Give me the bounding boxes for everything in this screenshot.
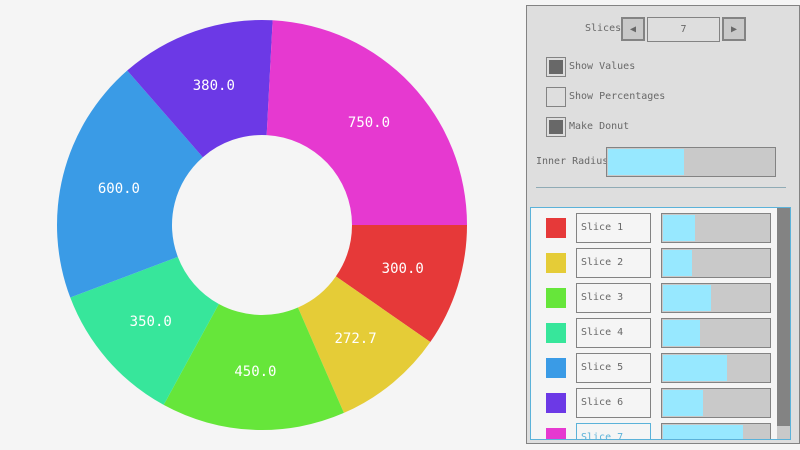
color-swatch[interactable] bbox=[546, 288, 566, 308]
slice-value-slider[interactable] bbox=[661, 283, 771, 313]
slice-name-input[interactable]: Slice 6 bbox=[576, 388, 651, 418]
slice-name-input[interactable]: Slice 2 bbox=[576, 248, 651, 278]
slice-name-input[interactable]: Slice 5 bbox=[576, 353, 651, 383]
slice-value-label: 300.0 bbox=[381, 261, 424, 278]
color-swatch[interactable] bbox=[546, 393, 566, 413]
slice-value-label: 600.0 bbox=[97, 181, 140, 198]
donut-chart bbox=[57, 20, 467, 431]
list-item: Slice 1 bbox=[531, 213, 776, 243]
slice-name-input[interactable]: Slice 3 bbox=[576, 283, 651, 313]
slice-value-label: 380.0 bbox=[192, 77, 235, 94]
slice-1 bbox=[335, 225, 467, 343]
slice-5 bbox=[57, 70, 203, 298]
show-values-label: Show Values bbox=[569, 61, 636, 72]
slice-6 bbox=[127, 20, 273, 158]
show-percentages-label: Show Percentages bbox=[569, 91, 666, 102]
make-donut-checkbox[interactable] bbox=[546, 117, 566, 137]
slice-value-slider[interactable] bbox=[661, 423, 771, 439]
slice-3 bbox=[163, 303, 344, 431]
slice-value-slider[interactable] bbox=[661, 213, 771, 243]
color-swatch[interactable] bbox=[546, 218, 566, 238]
make-donut-label: Make Donut bbox=[569, 121, 630, 132]
divider bbox=[536, 187, 786, 188]
slice-value-label: 350.0 bbox=[129, 313, 172, 330]
color-swatch[interactable] bbox=[546, 323, 566, 343]
slice-4 bbox=[70, 256, 219, 405]
slice-2 bbox=[297, 276, 431, 413]
list-item: Slice 2 bbox=[531, 248, 776, 278]
slice-value-label: 450.0 bbox=[234, 364, 277, 381]
slices-spinner-value[interactable]: 7 bbox=[647, 17, 720, 42]
list-item: Slice 4 bbox=[531, 318, 776, 348]
triangle-left-icon: ◀ bbox=[629, 23, 637, 35]
inner-radius-label: Inner Radius bbox=[536, 156, 609, 167]
increase-slices-button[interactable]: ▶ bbox=[722, 17, 746, 41]
slice-value-slider[interactable] bbox=[661, 248, 771, 278]
color-swatch[interactable] bbox=[546, 358, 566, 378]
slice-value-slider[interactable] bbox=[661, 353, 771, 383]
show-values-checkbox[interactable] bbox=[546, 57, 566, 77]
list-item: Slice 7 bbox=[531, 423, 776, 439]
list-item: Slice 5 bbox=[531, 353, 776, 383]
slice-name-input[interactable]: Slice 7 bbox=[576, 423, 651, 439]
color-swatch[interactable] bbox=[546, 428, 566, 439]
slice-name-input[interactable]: Slice 4 bbox=[576, 318, 651, 348]
list-item: Slice 3 bbox=[531, 283, 776, 313]
slice-list[interactable]: Slice 1 Slice 2 Slice 3 Slice 4 Slice 5 … bbox=[530, 207, 791, 440]
slice-value-slider[interactable] bbox=[661, 318, 771, 348]
scrollbar-thumb[interactable] bbox=[777, 208, 790, 426]
slices-label: Slices bbox=[585, 23, 622, 34]
show-percentages-checkbox[interactable] bbox=[546, 87, 566, 107]
list-item: Slice 6 bbox=[531, 388, 776, 418]
slice-value-slider[interactable] bbox=[661, 388, 771, 418]
slice-name-input[interactable]: Slice 1 bbox=[576, 213, 651, 243]
inner-radius-slider[interactable] bbox=[606, 147, 776, 177]
slice-value-label: 750.0 bbox=[347, 115, 391, 132]
slice-value-label: 272.7 bbox=[334, 331, 377, 348]
slice-7 bbox=[266, 20, 467, 225]
scrollbar[interactable] bbox=[777, 208, 790, 439]
triangle-right-icon: ▶ bbox=[730, 23, 738, 35]
color-swatch[interactable] bbox=[546, 253, 566, 273]
decrease-slices-button[interactable]: ◀ bbox=[621, 17, 645, 41]
